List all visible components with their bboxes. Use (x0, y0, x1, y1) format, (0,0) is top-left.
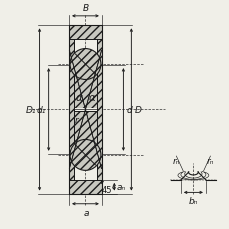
Circle shape (70, 140, 101, 171)
Text: r: r (75, 116, 78, 125)
Text: r: r (75, 153, 78, 162)
Polygon shape (73, 66, 97, 109)
Polygon shape (69, 26, 101, 40)
Text: rₙ: rₙ (172, 156, 179, 165)
Polygon shape (73, 109, 97, 111)
Circle shape (70, 140, 101, 171)
Text: D: D (134, 106, 141, 114)
Text: a: a (84, 208, 89, 217)
Text: α: α (75, 93, 82, 103)
Text: d: d (126, 106, 132, 114)
Polygon shape (96, 40, 97, 180)
Polygon shape (69, 180, 101, 194)
Circle shape (70, 49, 101, 80)
Text: rₙ: rₙ (206, 156, 213, 165)
Text: bₙ: bₙ (188, 196, 197, 205)
Polygon shape (96, 40, 101, 180)
Circle shape (70, 49, 101, 80)
Text: d₁: d₁ (36, 106, 45, 114)
Text: 45°: 45° (101, 185, 115, 194)
Text: α: α (88, 93, 95, 103)
Text: D₁: D₁ (26, 106, 36, 114)
Polygon shape (69, 40, 74, 180)
Polygon shape (73, 111, 97, 154)
Text: aₙ: aₙ (117, 183, 126, 191)
Text: B: B (82, 4, 88, 13)
Polygon shape (73, 40, 74, 180)
